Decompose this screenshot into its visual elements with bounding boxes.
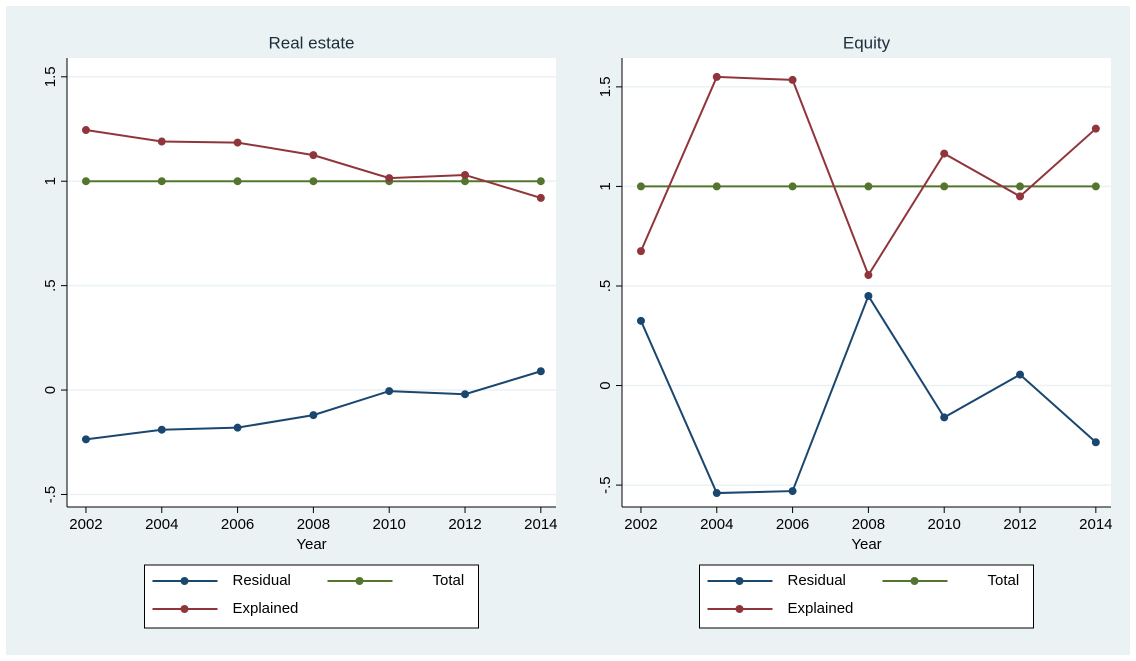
y-tick-label: 0 xyxy=(597,381,614,389)
legend-label: Explained xyxy=(788,600,854,617)
legend-marker xyxy=(355,577,364,585)
point xyxy=(81,435,90,444)
legend-marker xyxy=(735,577,744,585)
x-tick-label: 2002 xyxy=(69,516,102,533)
point xyxy=(940,182,949,191)
point xyxy=(309,411,318,420)
point xyxy=(940,149,949,158)
x-tick-label: 2010 xyxy=(373,516,406,533)
point xyxy=(788,75,797,84)
x-tick-label: 2002 xyxy=(624,516,657,533)
point xyxy=(712,489,721,498)
point xyxy=(788,487,797,496)
y-tick-label: .5 xyxy=(597,280,614,293)
point xyxy=(157,425,166,434)
point xyxy=(157,137,166,146)
point xyxy=(940,413,949,422)
legend-label: Total xyxy=(433,572,465,589)
point xyxy=(636,247,645,256)
legend-box xyxy=(699,564,1034,629)
legend-label: Residual xyxy=(788,572,846,589)
point xyxy=(864,182,873,191)
point xyxy=(536,367,545,376)
x-tick-label: 2006 xyxy=(221,516,254,533)
y-tick-label: .5 xyxy=(42,279,59,292)
point xyxy=(233,423,242,432)
legend-box xyxy=(144,564,479,629)
x-tick-label: 2014 xyxy=(524,516,557,533)
point xyxy=(385,387,394,396)
point xyxy=(1091,438,1100,447)
x-axis-label: Year xyxy=(296,536,326,553)
point xyxy=(864,291,873,300)
point xyxy=(1091,182,1100,191)
x-tick-label: 2004 xyxy=(700,516,733,533)
point xyxy=(1016,192,1025,201)
legend-marker xyxy=(180,605,189,613)
point xyxy=(461,177,470,186)
point xyxy=(233,177,242,186)
point xyxy=(233,138,242,147)
legend-label: Residual xyxy=(233,572,291,589)
point xyxy=(864,271,873,280)
legend-label: Explained xyxy=(233,600,299,617)
point xyxy=(1016,182,1025,191)
legend-label: Total xyxy=(988,572,1020,589)
x-tick-label: 2004 xyxy=(145,516,178,533)
y-tick-label: 1.5 xyxy=(42,66,59,87)
point xyxy=(1016,370,1025,379)
point xyxy=(636,316,645,325)
x-tick-label: 2014 xyxy=(1079,516,1112,533)
point xyxy=(309,151,318,160)
point xyxy=(636,182,645,191)
x-tick-label: 2006 xyxy=(776,516,809,533)
x-axis-label: Year xyxy=(851,536,881,553)
legend-marker xyxy=(910,577,919,585)
point xyxy=(81,126,90,135)
y-tick-label: 1.5 xyxy=(597,76,614,97)
x-tick-label: 2010 xyxy=(928,516,961,533)
y-tick-label: -.5 xyxy=(597,476,614,494)
plot-area xyxy=(67,58,556,507)
x-tick-label: 2008 xyxy=(852,516,885,533)
point xyxy=(536,193,545,202)
x-tick-label: 2008 xyxy=(297,516,330,533)
point xyxy=(309,177,318,186)
chart-title: Real estate xyxy=(269,33,355,52)
point xyxy=(81,177,90,186)
legend-marker xyxy=(180,577,189,585)
x-tick-label: 2012 xyxy=(1003,516,1036,533)
y-tick-label: 1 xyxy=(42,177,59,185)
y-tick-label: 1 xyxy=(597,182,614,190)
plot-area xyxy=(622,58,1111,507)
y-tick-label: 0 xyxy=(42,386,59,394)
point xyxy=(461,170,470,179)
legend-marker xyxy=(735,605,744,613)
y-tick-label: -.5 xyxy=(42,486,59,504)
point xyxy=(385,174,394,183)
point xyxy=(788,182,797,191)
point xyxy=(461,390,470,399)
point xyxy=(536,177,545,186)
point xyxy=(157,177,166,186)
point xyxy=(1091,124,1100,133)
x-tick-label: 2012 xyxy=(448,516,481,533)
point xyxy=(712,72,721,81)
chart-title: Equity xyxy=(843,33,891,52)
point xyxy=(712,182,721,191)
